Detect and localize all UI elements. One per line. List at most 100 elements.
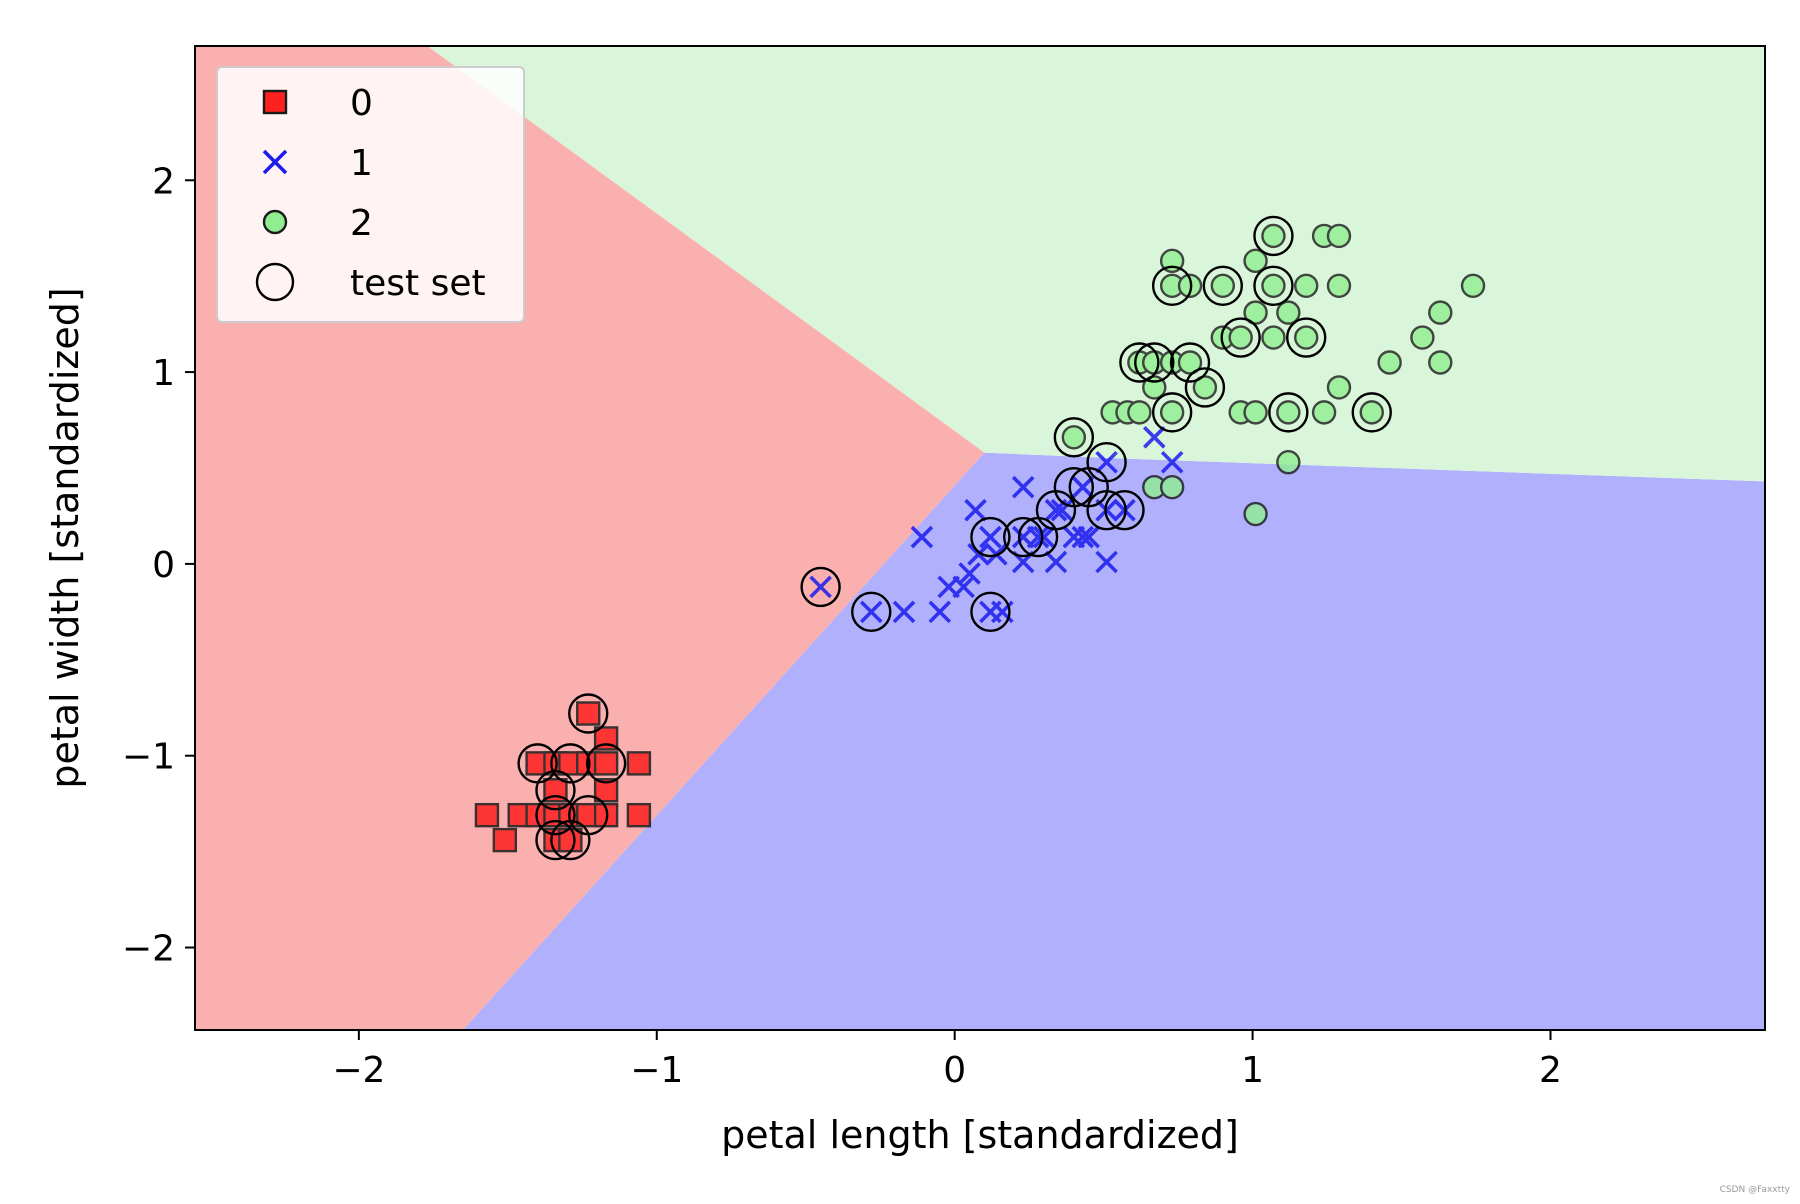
data-point-class-2 (1261, 325, 1286, 350)
test-set-marker (568, 693, 609, 734)
data-point-class-2 (1294, 325, 1319, 350)
test-set-marker (1351, 392, 1392, 433)
data-point-class-2 (1243, 501, 1268, 527)
legend-item: 2 (262, 203, 373, 244)
data-point-class-2 (1326, 273, 1352, 298)
data-point-class-0 (626, 802, 652, 828)
data-point-class-1 (952, 575, 975, 599)
legend-label: 0 (350, 83, 373, 124)
x-tick-label: 2 (1539, 1050, 1562, 1091)
test-set-marker (1202, 265, 1243, 306)
y-tick-label: −2 (122, 929, 175, 970)
data-point-class-1 (859, 600, 883, 624)
x-tick-label: 0 (943, 1050, 966, 1091)
legend-marker-open-circle (255, 262, 295, 302)
data-point-class-1 (1095, 550, 1118, 574)
test-set-marker (1104, 489, 1145, 531)
data-point-class-1 (1071, 525, 1095, 549)
data-point-class-2 (1428, 300, 1453, 325)
data-point-class-1 (928, 600, 952, 624)
data-point-class-2 (1192, 375, 1218, 400)
x-axis-label: petal length [standardized] (721, 1113, 1239, 1157)
test-set-marker (970, 516, 1011, 558)
legend-label: test set (350, 263, 486, 304)
data-point-class-2 (1410, 325, 1435, 350)
test-set-marker (1119, 342, 1160, 383)
test-set-marker (1268, 392, 1309, 433)
data-point-class-2 (1326, 375, 1352, 400)
y-tick-label: 1 (152, 353, 175, 394)
test-set-marker (535, 819, 576, 861)
data-point-class-2 (1276, 450, 1301, 475)
data-point-class-2 (1276, 300, 1301, 325)
decision-region-class-2 (427, 46, 1765, 482)
test-set-marker (1286, 317, 1327, 358)
data-point-class-2 (1228, 325, 1253, 350)
data-point-class-2 (1159, 400, 1185, 425)
legend-marker-square (262, 89, 288, 115)
data-point-class-2 (1210, 273, 1235, 298)
test-set-marker (1169, 342, 1211, 383)
data-point-class-2 (1061, 425, 1087, 450)
test-set-marker (1002, 516, 1044, 558)
test-set-marker (970, 591, 1011, 633)
legend-label: 2 (350, 203, 373, 244)
data-point-class-2 (1326, 223, 1352, 249)
data-point-class-1 (964, 498, 987, 522)
test-set-marker (1086, 489, 1127, 531)
test-set-marker (568, 794, 609, 836)
data-point-class-2 (1243, 248, 1268, 274)
test-set-marker (1253, 215, 1294, 257)
data-point-class-2 (1428, 350, 1453, 375)
legend-item: 1 (262, 143, 373, 184)
legend: 0 1 2 test set (216, 66, 525, 323)
test-set-marker (851, 591, 892, 633)
data-point-class-1 (1160, 450, 1184, 474)
data-point-class-2 (1127, 400, 1152, 425)
data-point-class-0 (576, 701, 601, 726)
data-point-class-1 (1077, 525, 1101, 549)
test-set-marker (1184, 367, 1226, 408)
data-point-class-1 (1071, 475, 1095, 499)
data-point-class-1 (1143, 426, 1166, 449)
data-point-class-1 (910, 525, 934, 549)
test-set-marker (1053, 466, 1095, 508)
test-set-marker (1253, 265, 1294, 306)
test-set-marker (1151, 392, 1193, 433)
x-axis-ticks: −2 −1 0 1 2 (332, 1030, 1562, 1091)
data-point-class-2 (1159, 474, 1185, 500)
y-tick-label: −1 (122, 737, 175, 778)
legend-box (216, 66, 525, 323)
test-set-marker (550, 743, 591, 784)
data-point-class-1 (979, 525, 1002, 549)
y-tick-label: 2 (152, 161, 175, 202)
data-point-class-1 (1026, 525, 1050, 549)
test-set-marker (585, 743, 627, 784)
data-point-class-2 (1294, 273, 1319, 298)
data-point-class-2 (1261, 223, 1286, 249)
x-tick-label: 1 (1241, 1050, 1264, 1091)
test-set-marker (1134, 342, 1175, 383)
test-set-marker (1220, 317, 1261, 358)
legend-label: 1 (350, 143, 373, 184)
data-point-class-2 (1276, 400, 1301, 425)
data-point-class-1 (1011, 475, 1035, 499)
legend-marker-circle (262, 209, 288, 235)
y-tick-label: 0 (152, 545, 175, 586)
data-point-class-2 (1311, 400, 1337, 425)
data-point-class-1 (1044, 550, 1068, 574)
data-point-class-0 (626, 751, 652, 776)
plot-frame (194, 45, 1766, 1031)
data-point-class-1 (967, 543, 990, 566)
data-point-class-1 (809, 575, 832, 599)
legend-items: 0 1 2 test set (255, 83, 486, 304)
data-point-class-2 (1377, 350, 1402, 375)
y-axis-label: petal width [standardized] (43, 287, 87, 788)
data-point-class-2 (1177, 350, 1203, 375)
legend-marker-x (262, 149, 288, 175)
data-point-class-1 (958, 562, 981, 585)
data-point-class-2 (1460, 273, 1486, 298)
data-point-class-0 (474, 802, 500, 828)
